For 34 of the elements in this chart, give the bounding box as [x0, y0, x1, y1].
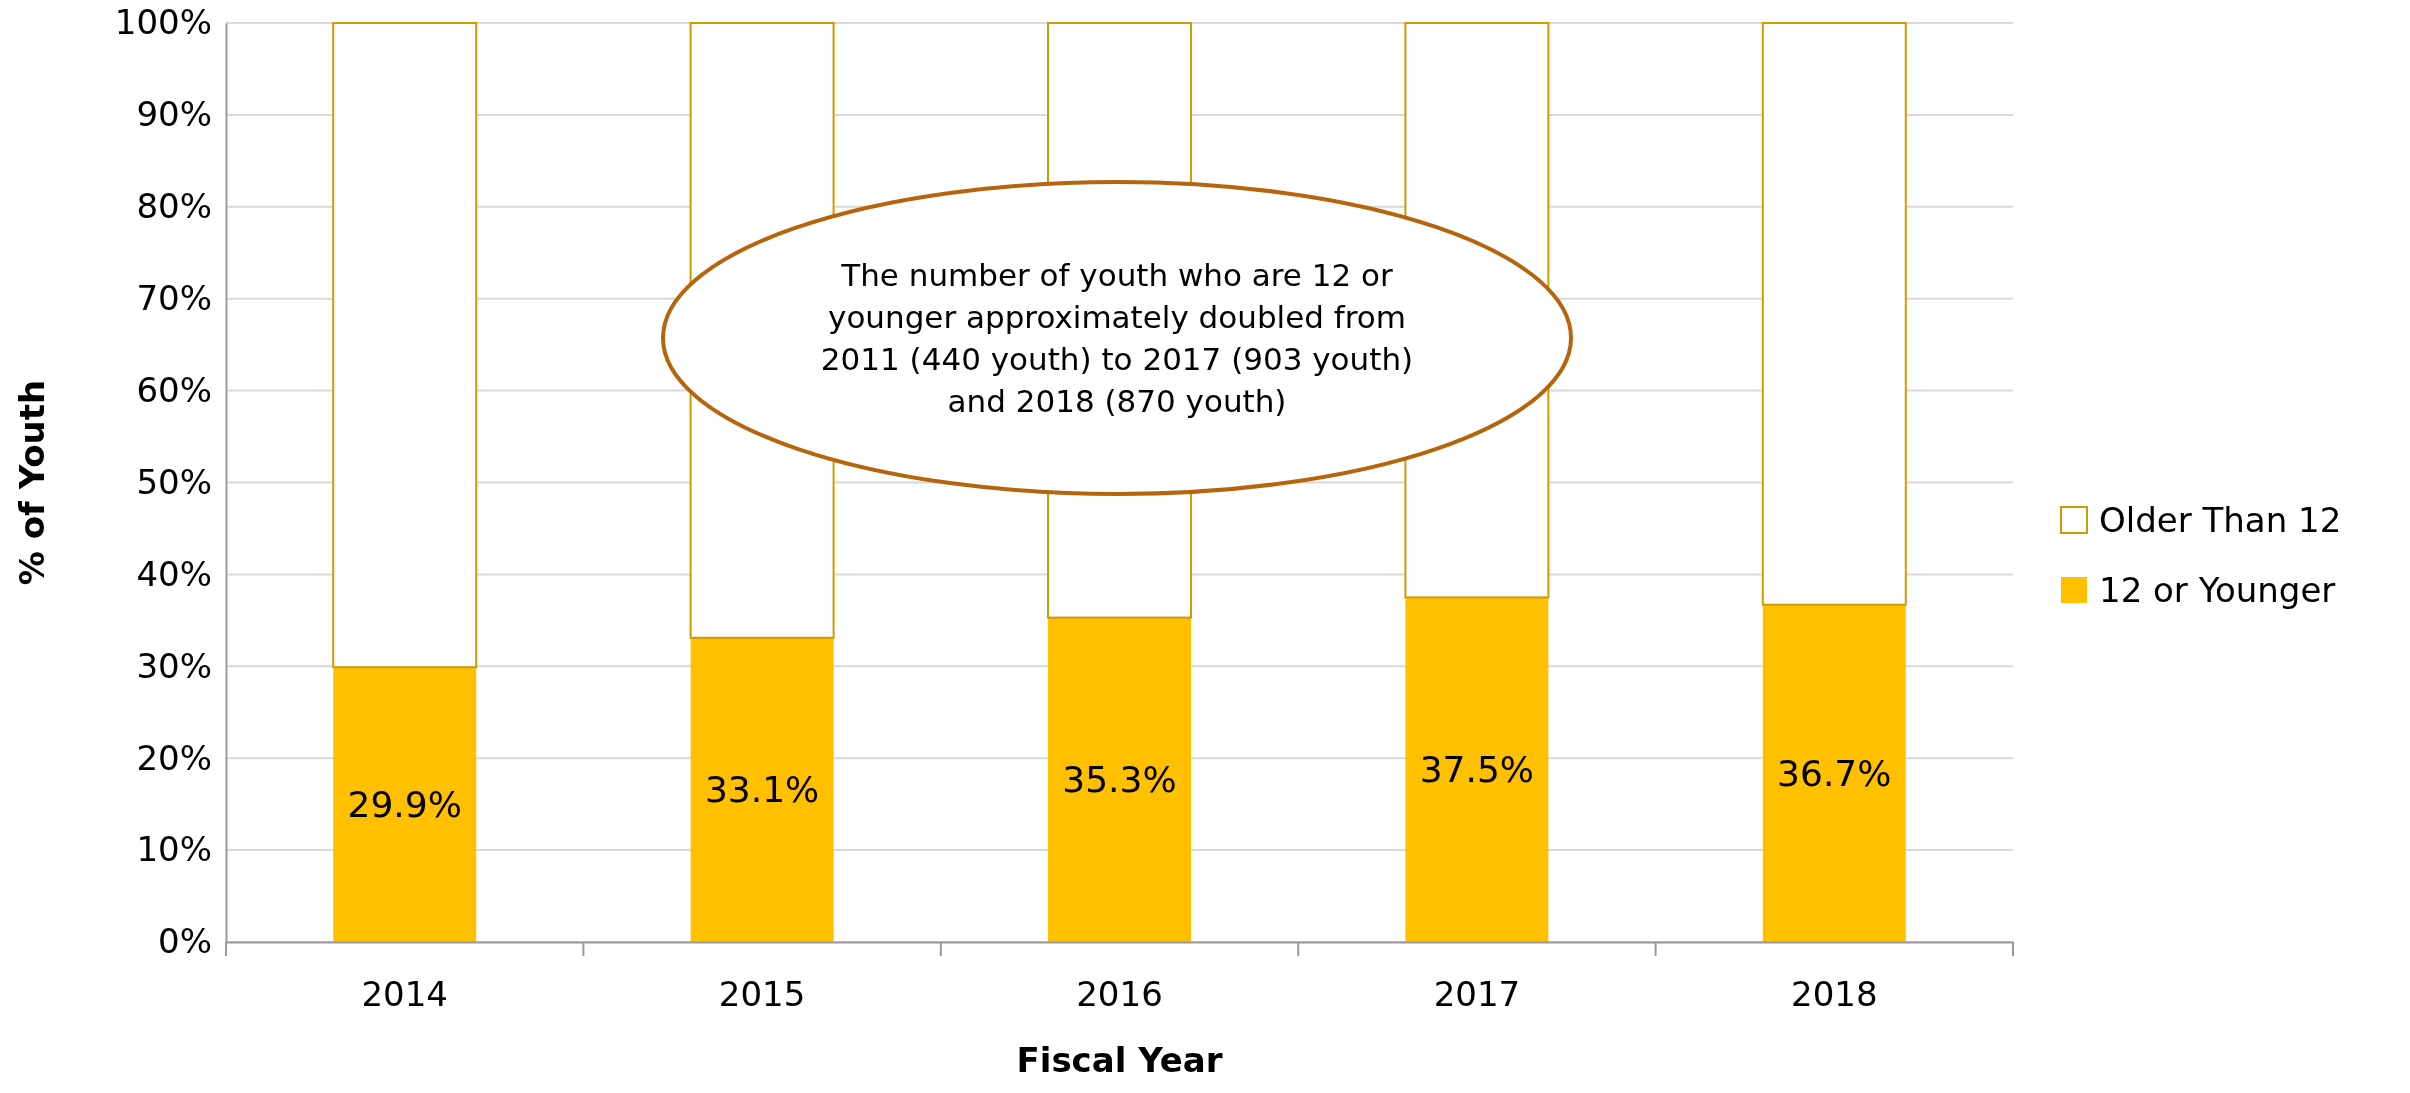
y-tick-label: 30%	[136, 645, 212, 686]
y-tick-label: 80%	[136, 186, 212, 227]
y-tick-label: 50%	[136, 461, 212, 502]
x-tick-label: 2017	[1433, 974, 1521, 1015]
y-tick-label: 100%	[114, 2, 212, 43]
bar	[333, 667, 477, 942]
y-tick-label: 0%	[158, 921, 212, 962]
bar	[332, 22, 478, 669]
x-tick-label: 2016	[1076, 974, 1163, 1015]
y-tick-label: 40%	[136, 553, 212, 594]
x-tick-label: 2014	[361, 974, 448, 1015]
bar	[1762, 604, 1906, 942]
bar	[1048, 617, 1191, 942]
bar	[690, 637, 834, 942]
legend-label: 12 or Younger	[2099, 570, 2336, 610]
x-axis-title: Fiscal Year	[1016, 1040, 1223, 1080]
bar	[1405, 597, 1549, 942]
y-tick-label: 90%	[136, 94, 212, 135]
y-axis-title: % of Youth	[12, 379, 52, 586]
y-tick-label: 60%	[136, 369, 212, 410]
data-label: 36.7%	[1777, 752, 1892, 794]
data-label: 35.3%	[1062, 759, 1177, 801]
bar	[1761, 22, 1907, 606]
y-tick-label: 20%	[136, 737, 212, 778]
legend-label: Older Than 12	[2099, 500, 2342, 540]
ellipse-callout: The number of youth who are 12 or younger approximately doubled from 2011 (440 youth) to 2017 (903 youth) and 2018 (870 youth)	[661, 180, 1573, 496]
annotation: The number of youth who are 12 or younger approximately doubled from 2011 (440 youth) to 2017 (903 youth) and 2018 (870 youth)	[820, 257, 1414, 419]
data-label: 37.5%	[1419, 749, 1535, 791]
data-label: 33.1%	[704, 769, 820, 811]
y-tick-label: 70%	[136, 278, 212, 319]
y-tick-label: 10%	[136, 829, 212, 870]
x-tick-label: 2018	[1791, 974, 1878, 1015]
x-tick-label: 2015	[718, 974, 806, 1015]
data-label: 29.9%	[347, 784, 462, 826]
